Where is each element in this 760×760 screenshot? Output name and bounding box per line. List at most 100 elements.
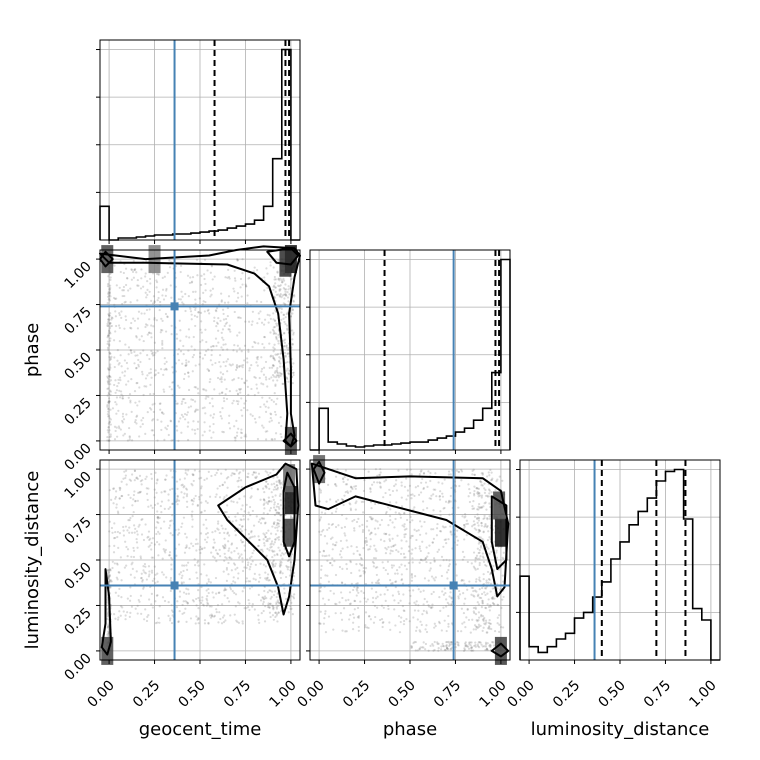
scatter-point	[272, 330, 275, 333]
scatter-point	[195, 615, 198, 618]
scatter-point	[119, 614, 122, 617]
scatter-point	[233, 269, 236, 272]
scatter-point	[180, 491, 183, 494]
scatter-point	[241, 272, 244, 275]
scatter-point	[414, 640, 417, 644]
scatter-point	[264, 577, 267, 580]
scatter-point	[181, 400, 184, 403]
y-tick-label: 0.25	[61, 605, 94, 638]
scatter-point	[234, 568, 237, 571]
scatter-point	[239, 316, 242, 320]
scatter-point	[475, 528, 478, 531]
scatter-point	[200, 601, 203, 605]
scatter-point	[232, 349, 235, 352]
x-tick-label: 0.50	[385, 678, 418, 711]
scatter-point	[195, 571, 198, 574]
scatter-point	[466, 522, 470, 525]
scatter-point	[151, 419, 154, 422]
scatter-point	[170, 296, 173, 299]
scatter-point	[230, 543, 233, 546]
scatter-point	[262, 498, 266, 501]
scatter-point	[484, 607, 488, 610]
scatter-point	[255, 361, 258, 364]
scatter-point	[150, 324, 153, 327]
scatter-point	[257, 580, 261, 583]
scatter-point	[163, 438, 166, 441]
scatter-point	[136, 327, 140, 330]
scatter-point	[207, 578, 210, 581]
scatter-point	[162, 573, 165, 576]
scatter-point	[140, 483, 143, 486]
scatter-point	[258, 376, 261, 380]
scatter-point	[270, 542, 273, 545]
scatter-point	[215, 560, 218, 563]
scatter-point	[243, 510, 246, 513]
scatter-point	[495, 480, 498, 483]
scatter-point	[199, 352, 202, 355]
scatter-point	[215, 611, 218, 614]
scatter-point	[206, 269, 209, 272]
scatter-point	[279, 483, 282, 486]
scatter-point	[464, 645, 467, 648]
scatter-point	[127, 519, 130, 522]
scatter-point	[334, 475, 338, 478]
scatter-point	[320, 530, 324, 533]
scatter-point	[248, 505, 252, 509]
scatter-point	[468, 641, 471, 644]
scatter-point	[449, 591, 452, 594]
scatter-point	[250, 529, 253, 533]
scatter-point	[116, 384, 119, 388]
scatter-point	[323, 554, 326, 558]
scatter-point	[132, 549, 136, 552]
scatter-point	[266, 482, 270, 486]
scatter-point	[277, 536, 280, 539]
scatter-point	[258, 538, 261, 542]
scatter-point	[135, 366, 138, 370]
scatter-point	[221, 373, 225, 376]
scatter-point	[403, 535, 406, 539]
scatter-point	[220, 417, 223, 420]
scatter-point	[251, 551, 254, 555]
scatter-point	[276, 270, 279, 273]
scatter-point	[199, 545, 202, 549]
scatter-point	[159, 300, 162, 304]
scatter-point	[136, 404, 139, 407]
scatter-point	[234, 534, 237, 537]
scatter-point	[131, 473, 134, 476]
scatter-point	[180, 290, 183, 293]
scatter-point	[272, 488, 275, 491]
scatter-point	[145, 308, 149, 312]
scatter-point	[185, 413, 188, 416]
scatter-point	[232, 580, 235, 583]
scatter-point	[287, 348, 290, 351]
scatter-point	[169, 576, 173, 580]
scatter-point	[106, 285, 110, 288]
scatter-point	[262, 383, 265, 386]
scatter-point	[472, 606, 476, 610]
scatter-point	[206, 531, 209, 535]
scatter-point	[251, 345, 254, 348]
scatter-point	[352, 616, 356, 619]
scatter-point	[199, 340, 202, 343]
scatter-point	[192, 600, 195, 603]
scatter-point	[212, 416, 215, 419]
scatter-point	[388, 501, 392, 504]
scatter-point	[115, 324, 118, 328]
scatter-point	[137, 365, 140, 368]
scatter-point	[240, 295, 243, 298]
scatter-point	[389, 508, 392, 511]
scatter-point	[176, 384, 180, 387]
scatter-point	[476, 513, 479, 516]
scatter-point	[396, 534, 399, 537]
scatter-point	[423, 597, 426, 601]
scatter-point	[240, 508, 243, 511]
scatter-point	[124, 315, 127, 318]
scatter-point	[155, 491, 158, 494]
scatter-point	[463, 602, 466, 605]
scatter-point	[107, 368, 111, 371]
scatter-point	[324, 612, 327, 615]
scatter-point	[271, 549, 274, 552]
scatter-point	[460, 578, 464, 582]
scatter-point	[496, 478, 499, 481]
scatter-point	[125, 545, 128, 549]
